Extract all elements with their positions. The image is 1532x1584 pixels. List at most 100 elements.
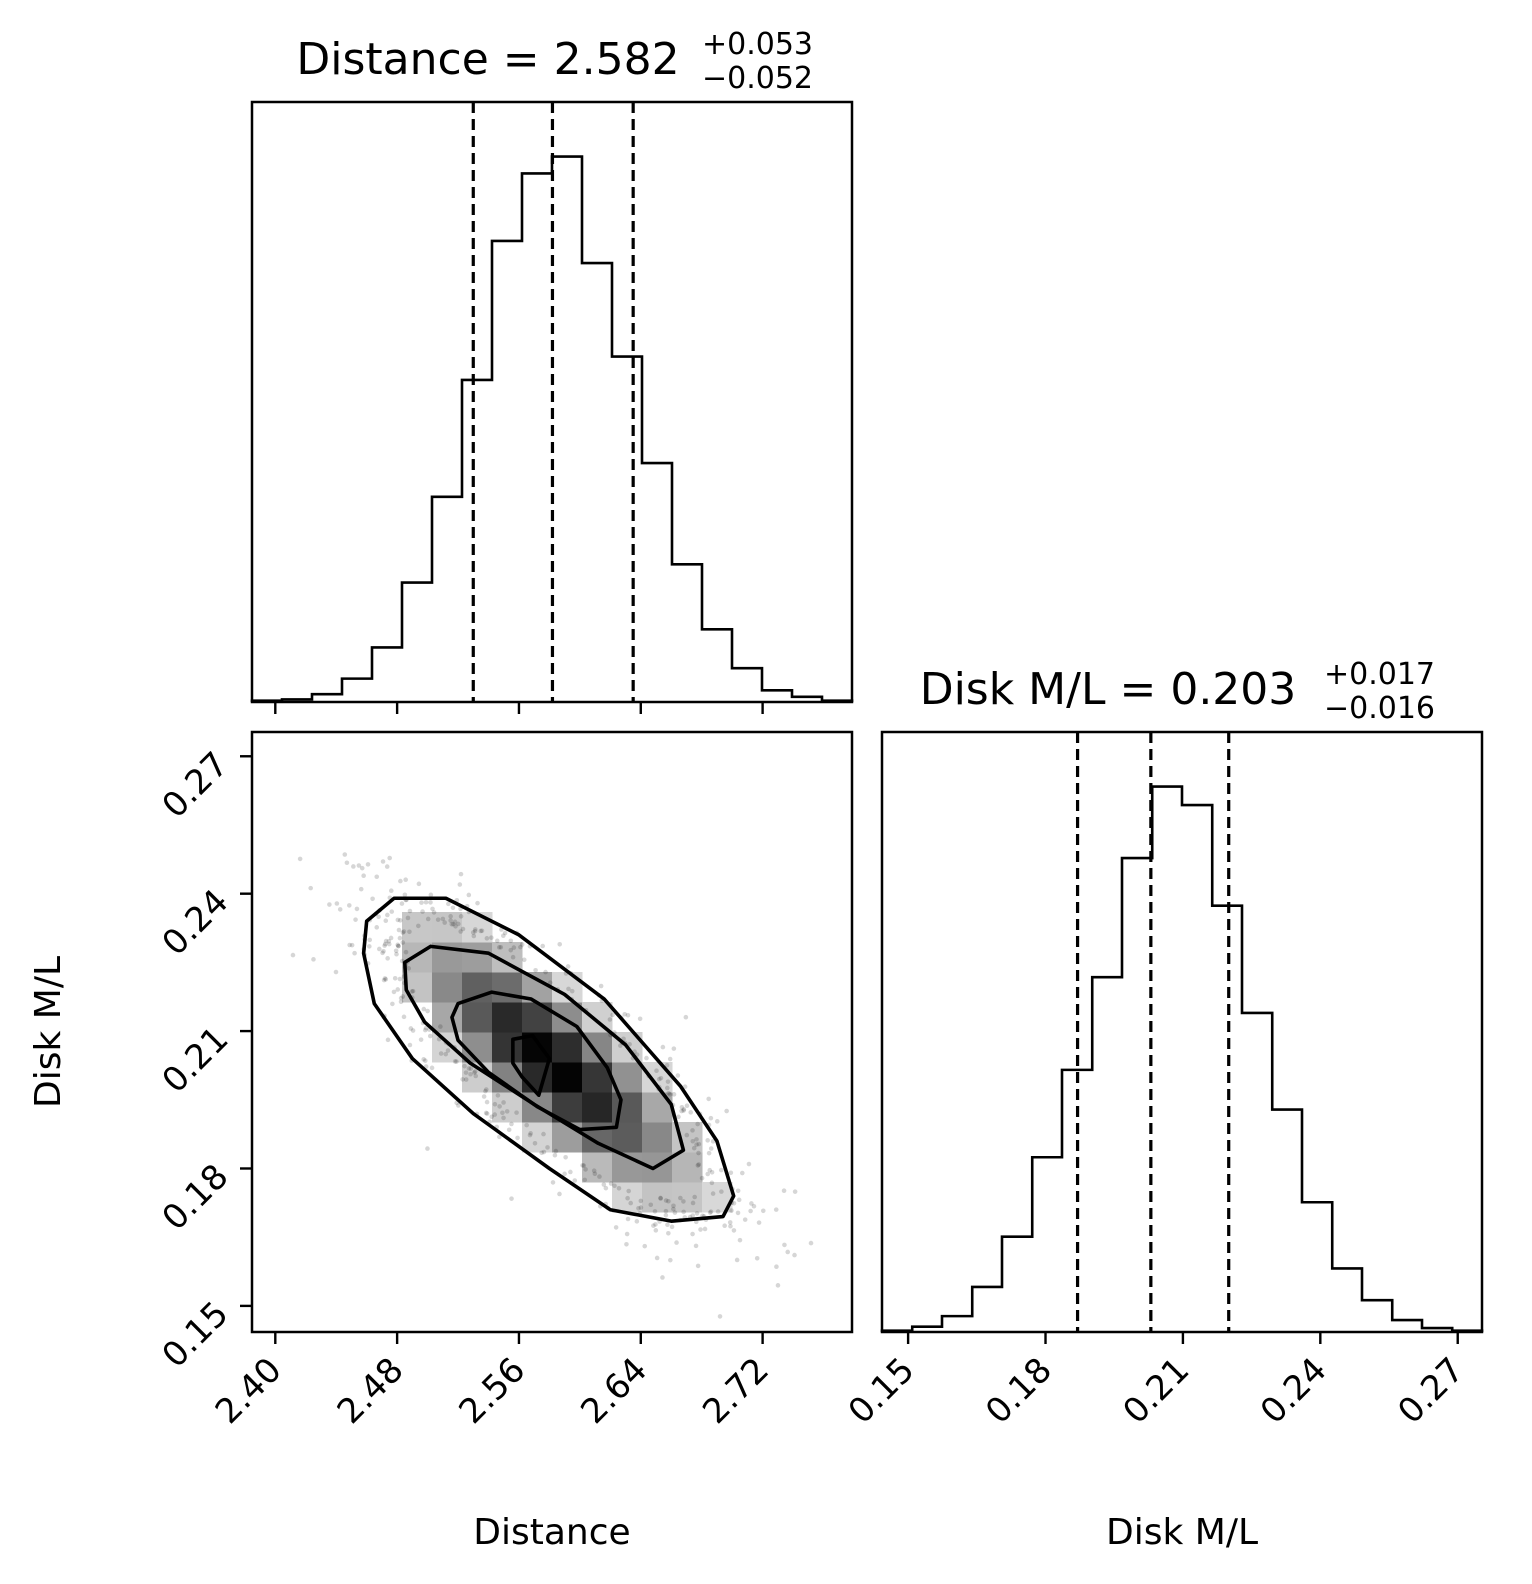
sample-point — [660, 1044, 666, 1050]
sample-point — [410, 988, 416, 994]
density-bin — [582, 1092, 613, 1123]
sample-point — [541, 1131, 546, 1137]
sample-point — [671, 1092, 677, 1097]
sample-point — [746, 1161, 752, 1167]
sample-point — [708, 1146, 714, 1151]
density-bin — [462, 942, 493, 973]
sample-point — [380, 859, 386, 864]
sample-point — [408, 1026, 414, 1031]
sample-point — [431, 910, 437, 915]
disk-ml-histogram-bin — [1002, 1237, 1032, 1332]
sample-point — [665, 1222, 670, 1228]
sample-point — [400, 994, 406, 999]
sample-point — [458, 914, 464, 919]
sample-point — [710, 1191, 716, 1196]
sample-point — [736, 1197, 742, 1203]
sample-point — [518, 944, 523, 950]
joint-y-tick-label: 0.15 — [155, 1294, 237, 1376]
sample-point — [420, 909, 425, 914]
sample-point — [566, 986, 571, 992]
sample-point — [651, 1223, 656, 1228]
disk-ml-title-upper-error: +0.017 — [1324, 657, 1435, 692]
sample-point — [385, 956, 390, 961]
sample-point — [707, 1167, 713, 1173]
sample-point — [528, 1131, 533, 1136]
sample-point — [448, 914, 453, 919]
sample-point — [727, 1220, 733, 1225]
sample-point — [742, 1217, 748, 1222]
sample-point — [684, 1132, 690, 1138]
sample-point — [562, 1171, 567, 1177]
sample-point — [344, 860, 350, 866]
sample-point — [717, 1314, 723, 1319]
sample-point — [466, 892, 472, 898]
sample-point — [665, 1079, 671, 1084]
sample-point — [423, 1025, 429, 1031]
sample-point — [658, 1196, 663, 1201]
sample-point — [654, 1068, 659, 1074]
disk-ml-title-lower-error: −0.016 — [1324, 691, 1435, 726]
sample-point — [430, 906, 435, 912]
sample-point — [382, 941, 388, 947]
sample-point — [682, 1084, 688, 1089]
sample-point — [694, 1211, 700, 1216]
sample-point — [508, 947, 514, 953]
sample-point — [483, 1110, 489, 1116]
sample-point — [690, 1200, 696, 1206]
sample-point — [354, 906, 360, 912]
joint-x-tick-label: 2.48 — [330, 1350, 412, 1432]
sample-point — [468, 1071, 473, 1077]
sample-point — [698, 1227, 703, 1232]
sample-point — [690, 1213, 696, 1218]
sample-point — [678, 1195, 683, 1201]
sample-point — [456, 1103, 461, 1108]
density-bin — [462, 1002, 493, 1033]
sample-point — [489, 1114, 495, 1120]
disk-ml-histogram-bin — [1182, 805, 1212, 1332]
sample-point — [353, 917, 358, 922]
joint-y-tick-label: 0.27 — [155, 744, 237, 826]
disk-ml-histogram-bin — [1092, 977, 1122, 1332]
sample-point — [572, 1178, 578, 1183]
sample-point — [423, 899, 429, 905]
sample-point — [399, 901, 405, 906]
sample-point — [407, 908, 413, 914]
sample-point — [508, 938, 514, 944]
sample-point — [440, 916, 446, 922]
y-axis-label-disk-ml: Disk M/L — [28, 956, 69, 1108]
sample-point — [450, 905, 456, 911]
sample-point — [681, 1107, 687, 1112]
sample-point — [709, 1180, 715, 1186]
sample-point — [509, 1196, 514, 1201]
sample-point — [792, 1189, 798, 1194]
sample-point — [668, 1257, 673, 1263]
sample-point — [684, 1103, 690, 1109]
sample-point — [553, 1148, 559, 1154]
sample-point — [681, 1108, 686, 1113]
sample-point — [608, 1181, 614, 1186]
distance-histogram-panel: Distance = 2.582 +0.053 −0.052 — [250, 27, 854, 714]
disk-ml-histogram-bin — [1302, 1202, 1332, 1332]
sample-point — [773, 1207, 779, 1212]
joint-scatter-frame — [250, 730, 854, 1334]
sample-point — [735, 1210, 741, 1216]
sample-point — [547, 980, 553, 986]
sample-point — [690, 1231, 695, 1237]
sample-point — [504, 1109, 510, 1114]
sample-point — [557, 941, 563, 947]
sample-point — [658, 1075, 664, 1081]
sample-point — [421, 1057, 426, 1062]
x-axis-label-disk-ml: Disk M/L — [1106, 1512, 1258, 1553]
sample-point — [545, 1145, 550, 1150]
distance-histogram-bin — [582, 263, 612, 702]
sample-point — [458, 929, 464, 934]
sample-point — [582, 1177, 588, 1183]
sample-point — [367, 944, 372, 949]
sample-point — [751, 1203, 757, 1209]
sample-point — [729, 1208, 734, 1213]
sample-point — [557, 1191, 562, 1197]
sample-point — [592, 1171, 598, 1177]
sample-point — [391, 989, 397, 995]
density-bin — [432, 972, 463, 1003]
disk-ml-histogram-bin — [1332, 1268, 1362, 1332]
